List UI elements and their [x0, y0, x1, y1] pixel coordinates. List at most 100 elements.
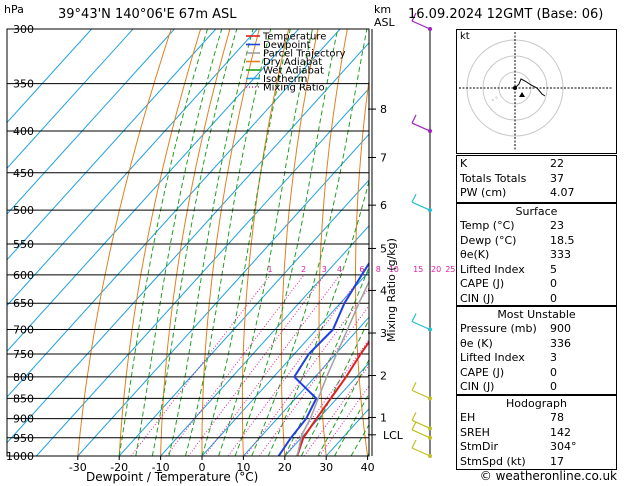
wind-barb-dot: [428, 396, 432, 401]
most-unstable-label: Lifted Index: [460, 351, 525, 365]
plot-frame: [6, 28, 370, 457]
wind-barb: [411, 201, 431, 211]
index-value: 22: [550, 157, 564, 170]
hodograph-table-title: Hodograph: [506, 397, 567, 410]
wind-barb-dot: [428, 208, 432, 213]
isotherm-line: [243, 316, 369, 456]
pressure-tick-label: 400: [13, 125, 34, 138]
wind-barb-flag: [411, 421, 417, 431]
isotherm-line: [7, 29, 134, 170]
wind-barb: [411, 20, 431, 30]
wind-barb: [411, 429, 431, 439]
hodograph-row: StmSpd (kt) 17: [457, 455, 616, 470]
pressure-tick-label: 700: [13, 324, 34, 337]
legend-label: Mixing Ratio: [263, 83, 325, 94]
most-unstable-value: 336: [550, 336, 571, 350]
hodograph-panel: kt ﾟﾟ: [456, 29, 617, 154]
wind-barb-dot: [428, 27, 432, 31]
hodograph-label: SREH: [460, 425, 490, 439]
pressure-tick-label: 500: [13, 204, 34, 217]
most-unstable-label: CAPE (J): [460, 365, 505, 379]
pressure-tick-label: 900: [13, 413, 34, 426]
most-unstable-value: 3: [550, 351, 557, 365]
pressure-tick-label: 350: [13, 78, 34, 91]
mixing-ratio-label: 15: [413, 265, 423, 274]
asl-label: ASL: [374, 16, 395, 29]
surface-title: Surface: [515, 205, 558, 218]
isotherm-line: [7, 29, 217, 261]
pressure-tick-label: 1000: [6, 450, 34, 463]
wind-barb: [411, 122, 431, 132]
most-unstable-row: Lifted Index 3: [457, 351, 616, 366]
pressure-tick-label: 550: [13, 238, 34, 251]
legend-label: Parcel Trajectory: [263, 49, 346, 60]
pressure-tick-label: 600: [13, 269, 34, 282]
legend-label: Isotherm: [263, 74, 307, 85]
wind-barbs: [411, 12, 432, 458]
index-row: K 22: [457, 157, 616, 172]
mixing-ratio-line: [258, 304, 369, 456]
wind-barb-dot: [428, 129, 432, 134]
hodograph-kt-label: kt: [460, 31, 470, 42]
indices-panel: K 22 Totals Totals 37 PW (cm) 4.07: [456, 155, 617, 203]
x-axis-title: Dewpoint / Temperature (°C): [86, 470, 259, 484]
surface-row: CAPE (J) 0: [457, 277, 616, 292]
dry-adiabat-line: [355, 77, 369, 456]
wind-barb-dot: [428, 454, 432, 458]
surface-label: Lifted Index: [460, 262, 525, 276]
wet-adiabat-line: [300, 318, 369, 456]
hodograph-table-panel: Hodograph EH 78 SREH 142 StmDir 304° StmSpd (k…: [456, 395, 617, 470]
pressure-axis: 300 350 400 450 500 550 600 650 700 750 800 850 900 9…: [6, 23, 34, 463]
profiles: [277, 261, 369, 456]
mixing-ratio-line: [187, 274, 326, 456]
index-label: Totals Totals: [460, 171, 527, 185]
wet-adiabat-line: [135, 29, 223, 456]
most-unstable-value: 0: [550, 365, 557, 379]
most-unstable-value: 900: [550, 322, 571, 335]
km-tick-label: 5: [380, 242, 387, 255]
surface-label: CIN (J): [460, 291, 495, 305]
wind-barb: [411, 320, 431, 331]
most-unstable-label: CIN (J): [460, 380, 495, 394]
temperature-tick-label: 30: [319, 461, 333, 474]
surface-value: 23: [550, 219, 564, 232]
km-tick-label: 2: [380, 370, 387, 383]
most-unstable-panel: Most Unstable Pressure (mb) 900 θe (K) 336 L…: [456, 306, 617, 395]
wind-barb-dot: [428, 435, 432, 440]
mixing-ratio-labels: 1 2 3 4 6 8 10 15 20 25: [268, 265, 456, 274]
surface-row: Lifted Index 5: [457, 263, 616, 278]
hodo-trace: [514, 78, 546, 97]
temperature-tick-label: -10: [152, 461, 170, 474]
index-label: K: [460, 157, 468, 170]
index-row: PW (cm) 4.07: [457, 186, 616, 201]
isotherm-line: [77, 133, 369, 456]
pressure-tick-label: 450: [13, 167, 34, 180]
hpa-label: hPa: [4, 3, 24, 16]
hodograph-label: EH: [460, 411, 476, 424]
surface-value: 5: [550, 262, 557, 276]
temperature-tick-label: 40: [361, 461, 375, 474]
credit-text: © weatheronline.co.uk: [479, 469, 617, 483]
surface-label: CAPE (J): [460, 277, 505, 291]
wind-barb: [411, 419, 431, 429]
index-value: 37: [550, 171, 564, 185]
km-tick-label: 6: [380, 199, 387, 212]
dry-adiabat-line: [201, 29, 260, 456]
hodograph-label: StmSpd (kt): [460, 454, 526, 468]
wet-adiabat-line: [151, 29, 238, 456]
hodograph-row: StmDir 304°: [457, 440, 616, 455]
mixing-ratio-label: 25: [445, 265, 455, 274]
isotherm-line: [7, 29, 175, 215]
wind-barb: [411, 447, 431, 457]
wind-barb-dot: [428, 426, 432, 431]
hodo-ring-label: ﾟﾟ: [491, 95, 504, 109]
temperature-tick-label: -30: [69, 461, 87, 474]
pressure-tick-label: 850: [13, 392, 34, 405]
hodograph-plot: ﾟﾟ: [459, 32, 613, 151]
mixing-ratio-label: 8: [376, 265, 381, 274]
pressure-tick-label: 950: [13, 432, 34, 445]
wet-adiabat-line: [317, 358, 369, 456]
dry-adiabat-line: [425, 29, 450, 456]
